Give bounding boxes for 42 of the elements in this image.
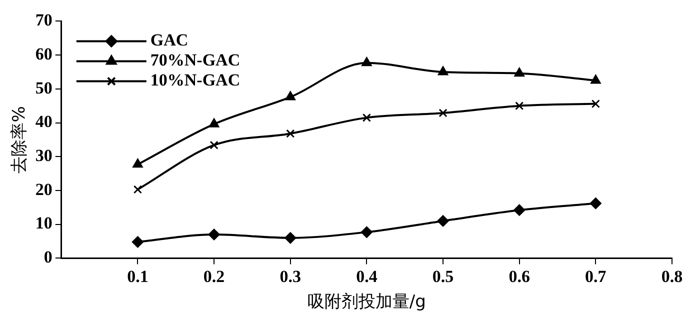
point	[132, 158, 143, 168]
point	[362, 57, 372, 66]
point	[590, 74, 601, 84]
y-tick-label: 40	[35, 112, 52, 132]
point	[132, 236, 144, 248]
x-tick-label: 0.6	[508, 266, 530, 286]
point	[438, 66, 448, 76]
x-tick-label: 0.2	[203, 266, 225, 286]
point	[591, 100, 600, 108]
point	[133, 185, 142, 194]
x-axis-title: 吸附剂投加量/g	[307, 292, 426, 312]
x-tick-label: 0.8	[661, 266, 683, 286]
legend-label: GAC	[150, 30, 188, 50]
y-tick-label: 70	[35, 10, 52, 30]
legend-label: 10%N-GAC	[150, 70, 240, 90]
point	[284, 232, 296, 244]
x-tick-label: 0.3	[280, 266, 301, 286]
x-tick-label: 0.7	[585, 266, 607, 286]
x-tick-label: 0.4	[356, 266, 378, 286]
y-tick-label: 50	[35, 78, 52, 98]
point	[438, 108, 448, 118]
y-tick-label: 20	[35, 180, 52, 199]
y-tick-label: 30	[35, 146, 52, 166]
point	[514, 204, 526, 216]
point	[285, 91, 296, 100]
point	[514, 68, 524, 77]
y-tick-label: 10	[35, 214, 52, 233]
y-axis-title: 去除率%	[10, 106, 30, 174]
point	[437, 215, 449, 227]
x-tick-label: 0.1	[127, 266, 148, 286]
point	[362, 113, 371, 122]
legend-label: 70%N-GAC	[150, 50, 240, 70]
point	[360, 226, 372, 238]
y-tick-label: 0	[44, 248, 52, 267]
point	[515, 102, 524, 110]
y-tick-label: 60	[35, 44, 52, 64]
point	[286, 129, 295, 138]
point	[590, 198, 602, 210]
point	[210, 140, 218, 150]
point	[208, 228, 220, 240]
x-tick-label: 0.5	[432, 266, 454, 286]
point	[208, 118, 220, 128]
